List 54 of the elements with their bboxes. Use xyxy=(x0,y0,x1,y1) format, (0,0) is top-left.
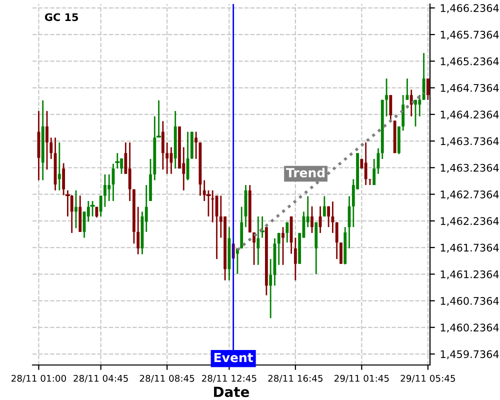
y-tick-label: 1,461.7364 xyxy=(440,244,499,253)
candlestick xyxy=(108,174,111,202)
y-tick-label: 1,464.2364 xyxy=(440,110,499,120)
x-tick-label: 28/11 01:00 xyxy=(12,374,66,383)
candlestick xyxy=(194,131,198,160)
candlestick xyxy=(161,120,164,170)
y-tick-label: 1,460.2364 xyxy=(440,324,499,333)
candlestick xyxy=(282,226,284,266)
candlestick xyxy=(331,200,334,234)
y-tick-label: 1,463.7364 xyxy=(440,137,499,146)
candlestick xyxy=(136,206,140,255)
candlestick xyxy=(418,94,422,118)
y-tick-label: 1,462.7364 xyxy=(440,190,499,200)
x-tick-label: 29/11 01:45 xyxy=(334,374,389,383)
candlestick xyxy=(364,142,368,186)
y-tick-label: 1,461.2364 xyxy=(440,270,499,280)
candlestick xyxy=(335,222,338,260)
candlestick xyxy=(310,206,314,234)
candlestick xyxy=(426,78,430,101)
candlestick xyxy=(294,237,297,282)
candlestick xyxy=(74,190,78,229)
candlestick xyxy=(402,94,405,132)
x-tick-label: 28/11 08:45 xyxy=(140,374,194,383)
y-tick-label: 1,459.7364 xyxy=(440,350,499,360)
candlestick xyxy=(46,110,48,170)
y-tick-label: 1,465.7364 xyxy=(440,30,499,40)
candlestick xyxy=(372,158,376,186)
candlestick xyxy=(50,136,53,160)
text: GC 15 xyxy=(44,13,78,22)
x-tick-label: 28/11 04:45 xyxy=(74,374,128,383)
candlestick xyxy=(385,78,388,118)
y-tick-label: 1,466.2364 xyxy=(440,4,499,14)
candlestick xyxy=(104,174,106,208)
candlestick xyxy=(389,94,392,122)
candlestick xyxy=(322,196,326,218)
y-tick-label: 1,464.7364 xyxy=(440,84,499,93)
x-axis-title: Date xyxy=(214,386,250,398)
candlestick xyxy=(277,232,280,266)
x-tick-label: 28/11 16:45 xyxy=(268,374,323,383)
y-tick-label: 1,462.2364 xyxy=(440,217,499,226)
candlestick xyxy=(269,258,272,319)
candlestick xyxy=(166,142,169,175)
y-tick-label: 1,465.2364 xyxy=(440,57,499,66)
candlestick xyxy=(128,142,132,202)
annotation: Event xyxy=(214,352,254,362)
candlestick xyxy=(286,222,289,244)
x-tick-label: 29/11 05:45 xyxy=(400,374,456,383)
y-tick-label: 1,463.2364 xyxy=(440,164,499,173)
series-label: Trend xyxy=(286,168,325,178)
candlestick xyxy=(58,142,61,192)
x-tick-label: 28/11 12:45 xyxy=(202,374,256,383)
candlestick xyxy=(99,194,102,218)
y-tick-label: 1,460.7364 xyxy=(440,296,499,306)
candlestick xyxy=(327,206,330,228)
